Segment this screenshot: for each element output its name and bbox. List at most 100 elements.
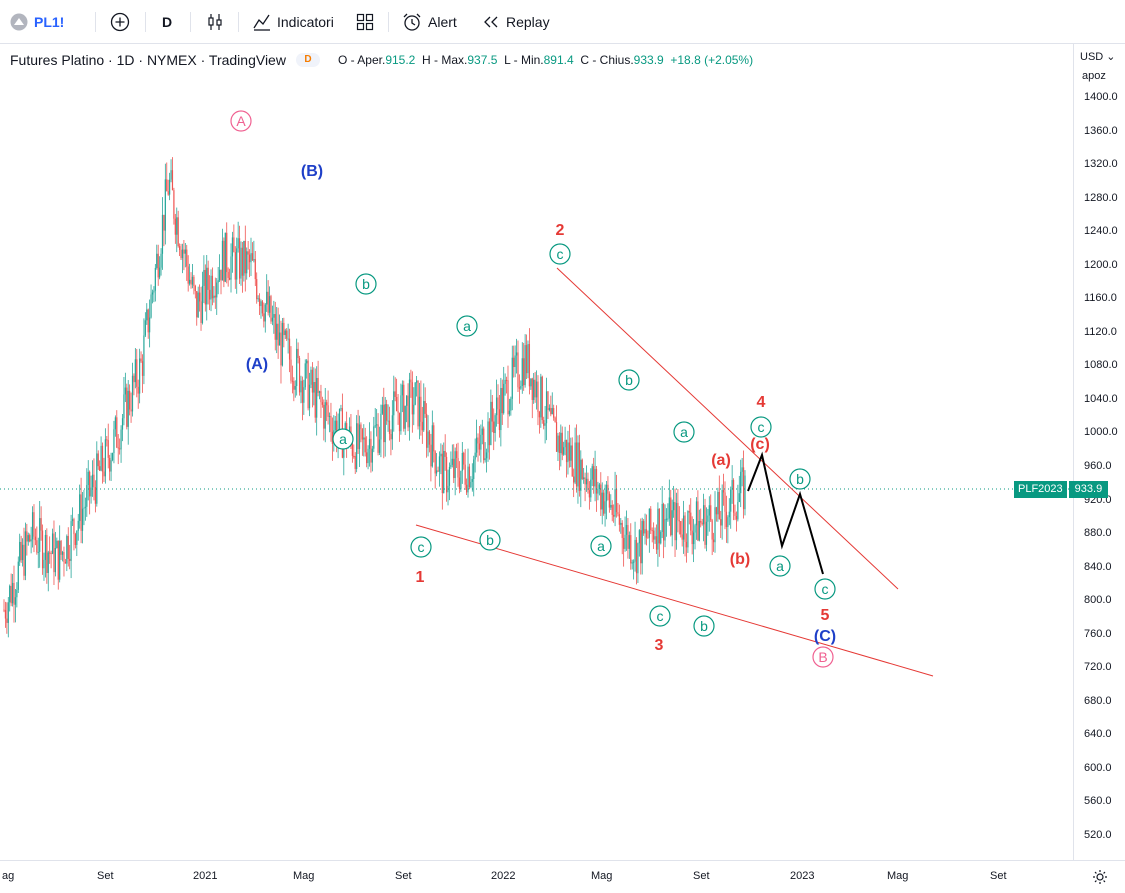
wave-label[interactable]: b	[700, 618, 708, 634]
candle-body	[471, 479, 473, 482]
wave-label[interactable]: a	[597, 538, 605, 554]
candle-body	[483, 428, 485, 461]
candle-body	[103, 471, 105, 477]
settings-gear-icon[interactable]	[1092, 869, 1108, 885]
interval-button[interactable]: D	[162, 14, 173, 30]
wave-label[interactable]: a	[339, 431, 347, 447]
layouts-button[interactable]	[356, 0, 374, 44]
candle-body	[97, 453, 99, 467]
symbol-search-button[interactable]: PL1!	[10, 0, 64, 44]
candle-body	[541, 376, 543, 421]
candle-body	[57, 540, 59, 580]
candle-body	[547, 391, 549, 411]
candle-body	[548, 407, 550, 411]
candle-body	[413, 404, 415, 415]
toolbar-divider	[190, 12, 191, 32]
candle-body	[644, 529, 646, 534]
wave-label[interactable]: b	[625, 372, 633, 388]
wave-label[interactable]: 5	[821, 607, 830, 624]
wave-label[interactable]: a	[680, 424, 688, 440]
candle-body	[287, 338, 289, 340]
candle-body	[143, 335, 145, 376]
plus-circle-icon	[110, 12, 130, 32]
candle-body	[357, 423, 359, 449]
wave-label[interactable]: 2	[556, 222, 565, 239]
time-axis[interactable]: ag Set 2021 Mag Set 2022 Mag Set 2023 Mag Set	[0, 860, 1125, 893]
candle-body	[551, 408, 553, 415]
candle-body	[591, 466, 593, 480]
wave-label[interactable]: A	[236, 113, 246, 129]
candle-body	[44, 534, 47, 560]
candle-body	[654, 536, 656, 540]
price-axis[interactable]: 1400.0 1360.0 1320.0 1280.0 1240.0 1200.0 1160…	[1073, 44, 1125, 860]
wave-label[interactable]: (c)	[750, 436, 770, 453]
wave-label[interactable]: a	[776, 558, 784, 574]
wave-label[interactable]: (C)	[814, 628, 836, 645]
wave-label-circle	[649, 605, 671, 627]
indicators-button[interactable]: Indicatori	[252, 0, 334, 44]
wave-label[interactable]: (b)	[730, 551, 750, 568]
scale-label[interactable]: apoz	[1082, 70, 1106, 82]
candle-body	[491, 401, 493, 422]
candle-body	[361, 429, 363, 440]
candle-body	[7, 602, 9, 623]
wave-label[interactable]: c	[657, 608, 664, 624]
wave-label[interactable]: 1	[416, 569, 425, 586]
wave-label[interactable]: (A)	[246, 356, 268, 373]
candle-body	[323, 404, 325, 429]
wave-label[interactable]: B	[818, 649, 827, 665]
wave-label[interactable]: b	[362, 276, 370, 292]
chart-type-button[interactable]	[205, 0, 225, 44]
wave-label[interactable]: c	[758, 419, 765, 435]
wave-label[interactable]: b	[486, 532, 494, 548]
wave-label[interactable]: b	[796, 471, 804, 487]
candle-body	[580, 459, 582, 491]
wave-label[interactable]: a	[463, 318, 471, 334]
wave-label[interactable]: c	[418, 539, 425, 555]
replay-button[interactable]: Replay	[482, 0, 550, 44]
candle-body	[33, 512, 35, 537]
price-tick-label: 720.0	[1084, 661, 1112, 674]
candle-body	[271, 317, 274, 322]
candle-body	[384, 404, 386, 443]
wave-label[interactable]: (B)	[301, 163, 323, 180]
candle-body	[50, 553, 52, 555]
candle-body	[24, 531, 27, 576]
candle-body	[116, 417, 118, 448]
candle-body	[607, 484, 609, 494]
upper-trendline[interactable]	[556, 267, 899, 590]
lower-trendline[interactable]	[415, 524, 934, 677]
candle-body	[306, 360, 308, 364]
candle-body	[611, 504, 613, 515]
toolbar-divider	[95, 12, 96, 32]
currency-selector[interactable]: USD ⌄	[1080, 50, 1116, 63]
wave-label[interactable]: 3	[655, 637, 664, 654]
symbol-label: PL1!	[34, 14, 65, 30]
candle-body	[704, 505, 706, 545]
candle-body	[678, 520, 680, 522]
candle-body	[23, 544, 25, 576]
chart-pane[interactable]: A (B) (A) b a a c 1 b 2 c b a c 3 a b (a) (b) 4 c (c) b a c 5 (C) B	[0, 44, 1073, 860]
compare-add-button[interactable]	[110, 0, 130, 44]
candle-body	[715, 507, 718, 515]
candle-body	[406, 395, 408, 406]
wave-label[interactable]: c	[822, 581, 829, 597]
candle-body	[687, 511, 689, 548]
delay-badge[interactable]: D	[295, 53, 320, 67]
candle-body	[600, 484, 602, 510]
wave-label[interactable]: 4	[757, 394, 766, 411]
candle-body	[111, 453, 114, 461]
wave-label[interactable]: (a)	[711, 452, 731, 469]
candle-body	[84, 506, 86, 508]
alert-button[interactable]: Alert	[402, 0, 457, 44]
candle-body	[554, 417, 556, 423]
candle-body	[311, 369, 313, 393]
candle-body	[301, 380, 303, 403]
wave-label[interactable]: c	[557, 246, 564, 262]
candle-body	[317, 377, 319, 393]
candle-body	[284, 330, 286, 336]
wave-label-circle	[693, 615, 715, 637]
candle-body	[27, 535, 29, 542]
projection-path[interactable]	[747, 451, 824, 575]
